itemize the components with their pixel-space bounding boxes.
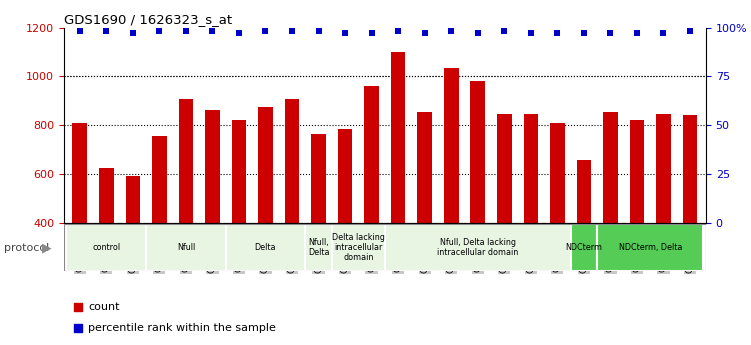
Bar bbox=[67, 224, 146, 271]
Bar bbox=[444, 68, 459, 320]
Text: Nfull, Delta lacking
intracellular domain: Nfull, Delta lacking intracellular domai… bbox=[437, 238, 518, 257]
Point bbox=[605, 31, 617, 36]
Point bbox=[260, 29, 272, 34]
Text: protocol: protocol bbox=[4, 244, 49, 253]
Bar bbox=[226, 224, 306, 271]
Text: Nfull,
Delta: Nfull, Delta bbox=[308, 238, 329, 257]
Bar bbox=[99, 168, 113, 320]
Bar bbox=[385, 224, 571, 271]
Bar bbox=[72, 122, 87, 320]
Bar bbox=[311, 134, 326, 320]
Bar bbox=[179, 99, 193, 320]
Bar bbox=[523, 114, 538, 320]
Point bbox=[74, 29, 86, 34]
Point bbox=[631, 31, 643, 36]
Point bbox=[366, 31, 378, 36]
Point bbox=[153, 29, 165, 34]
Bar bbox=[364, 86, 379, 320]
Point bbox=[498, 29, 510, 34]
Text: Nfull: Nfull bbox=[176, 243, 195, 252]
Text: count: count bbox=[88, 302, 119, 312]
Point bbox=[72, 325, 84, 331]
Point bbox=[445, 29, 457, 34]
Text: control: control bbox=[92, 243, 120, 252]
Text: NDCterm: NDCterm bbox=[566, 243, 602, 252]
Bar bbox=[146, 224, 226, 271]
Bar bbox=[577, 160, 591, 320]
Text: ▶: ▶ bbox=[42, 242, 51, 255]
Bar bbox=[258, 107, 273, 320]
Point bbox=[392, 29, 404, 34]
Point bbox=[472, 31, 484, 36]
Bar bbox=[629, 120, 644, 320]
Bar bbox=[285, 99, 300, 320]
Point bbox=[657, 31, 669, 36]
Bar bbox=[603, 112, 618, 320]
Bar bbox=[497, 114, 511, 320]
Bar bbox=[470, 81, 485, 320]
Bar bbox=[332, 224, 385, 271]
Point bbox=[525, 31, 537, 36]
Text: Delta lacking
intracellular
domain: Delta lacking intracellular domain bbox=[332, 233, 385, 263]
Point bbox=[127, 31, 139, 36]
Point bbox=[286, 29, 298, 34]
Bar bbox=[683, 115, 698, 320]
Bar bbox=[391, 52, 406, 320]
Bar bbox=[550, 122, 565, 320]
Point bbox=[684, 29, 696, 34]
Point bbox=[72, 304, 84, 309]
Point bbox=[551, 31, 563, 36]
Bar bbox=[205, 110, 220, 320]
Point bbox=[233, 31, 245, 36]
Bar bbox=[152, 136, 167, 320]
Point bbox=[180, 29, 192, 34]
Bar bbox=[125, 176, 140, 320]
Bar bbox=[597, 224, 703, 271]
Bar bbox=[418, 112, 432, 320]
Point bbox=[312, 29, 324, 34]
Text: NDCterm, Delta: NDCterm, Delta bbox=[619, 243, 682, 252]
Bar bbox=[338, 129, 352, 320]
Point bbox=[418, 31, 430, 36]
Text: Delta: Delta bbox=[255, 243, 276, 252]
Text: GDS1690 / 1626323_s_at: GDS1690 / 1626323_s_at bbox=[64, 13, 232, 27]
Point bbox=[339, 31, 351, 36]
Bar bbox=[231, 120, 246, 320]
Bar bbox=[306, 224, 332, 271]
Text: percentile rank within the sample: percentile rank within the sample bbox=[88, 323, 276, 333]
Point bbox=[207, 29, 219, 34]
Point bbox=[101, 29, 113, 34]
Bar bbox=[571, 224, 597, 271]
Bar bbox=[656, 114, 671, 320]
Point bbox=[578, 31, 590, 36]
